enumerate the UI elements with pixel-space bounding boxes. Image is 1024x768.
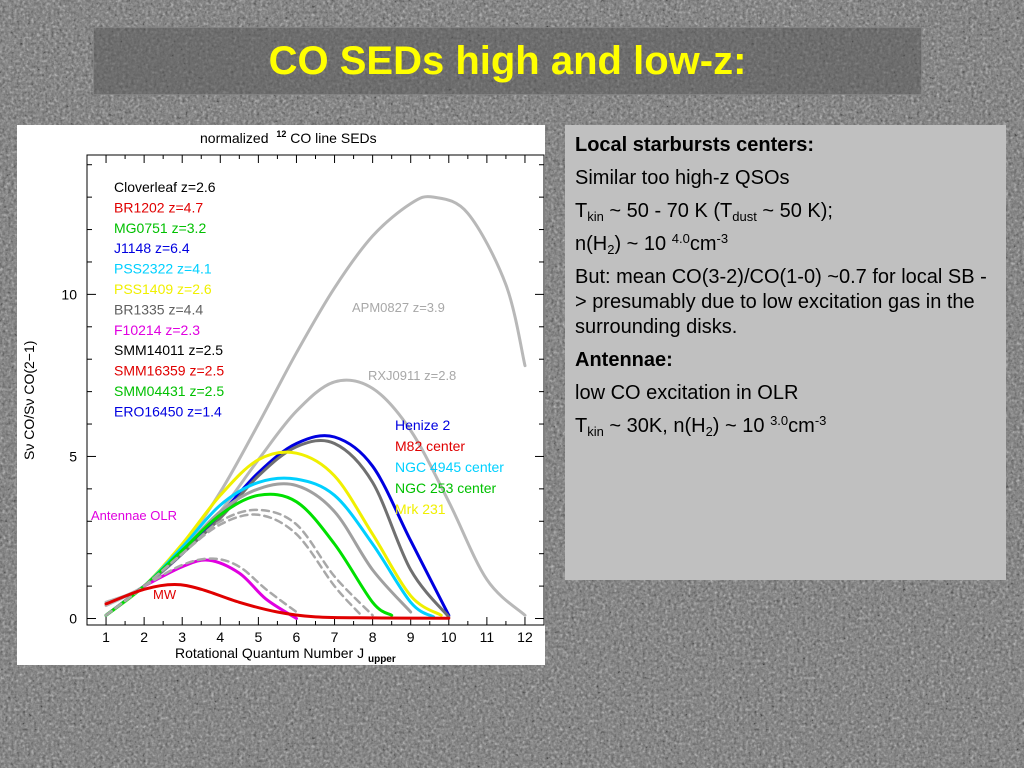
legend-entry: F10214 z=2.3 [114,322,200,338]
y-tick-label: 5 [69,448,77,464]
legend-entry-local: Henize 2 [395,417,450,433]
chart-title-main: normalized [200,130,268,146]
y-tick-label: 0 [69,611,77,627]
text-nh2-local: n(H2) ~ 10 4.0cm-3 [575,231,729,257]
series-line-0 [104,195,527,604]
x-tick-label: 1 [102,629,110,645]
notes-panel: Local starbursts centers: Similar too hi… [565,125,1006,580]
x-tick-label: 6 [293,629,301,645]
y-tick-label: 10 [61,286,77,302]
svg-text:normalized 12: normalized 12 CO line SEDs [200,125,377,146]
annotation-antennae-olr: Antennae OLR [91,508,177,523]
legend-entry: ERO16450 z=1.4 [114,403,222,419]
legend-entry: PSS2322 z=4.1 [114,261,212,277]
text-similar-qsos: Similar too high-z QSOs [575,167,790,189]
legend-entry-local: NGC 253 center [395,480,496,496]
text-tkin-antennae: Tkin ~ 30K, n(H2) ~ 10 3.0cm-3 [575,413,827,439]
legend-entry-local: M82 center [395,438,465,454]
chart-panel: normalized 12 CO line SEDs 1 2 3 4 5 6 7 8 9 10 11… [17,125,545,665]
legend-entry: J1148 z=6.4 [114,240,190,256]
text-low-excitation: low CO excitation in OLR [575,382,799,404]
legend-entry: Cloverleaf z=2.6 [114,179,216,195]
x-axis-label-sub: upper [368,654,396,665]
chart-title-sup: 12 [276,129,286,139]
series-line-6 [104,482,413,617]
x-tick-label: 4 [216,629,224,645]
annotation-mw: MW [153,587,177,602]
text-mean-co-ratio: But: mean CO(3-2)/CO(1-0) ~0.7 for local… [575,266,987,338]
series-line-11 [142,557,298,614]
x-tick-label: 12 [517,629,533,645]
legend-entry: SMM04431 z=2.5 [114,383,224,399]
legend-entry: BR1202 z=4.7 [114,199,203,215]
x-tick-label: 11 [480,629,495,645]
x-tick-label: 7 [331,629,339,645]
legend-entry: PSS1409 z=2.6 [114,281,212,297]
legend-entry: BR1335 z=4.4 [114,301,203,317]
heading-local-starbursts: Local starbursts centers: [575,134,814,156]
text-tkin-local: Tkin ~ 50 - 70 K (Tdust ~ 50 K); [575,200,833,224]
y-axis-label: Sν CO/Sν CO(2−1) [21,341,37,460]
heading-antennae: Antennae: [575,349,673,371]
legend-entry: SMM14011 z=2.5 [114,342,223,358]
annotation-apm0827: APM0827 z=3.9 [352,300,445,315]
x-tick-label: 5 [254,629,262,645]
x-tick-label: 9 [407,629,415,645]
legend-entry-local: NGC 4945 center [395,459,504,475]
title-box: CO SEDs high and low-z: [93,27,922,95]
series-line-12 [104,582,451,620]
x-axis-label-main: Rotational Quantum Number J [175,645,364,661]
legend-entry: SMM16359 z=2.5 [114,363,224,379]
series-line-10 [142,558,298,620]
slide-title: CO SEDs high and low-z: [268,38,747,83]
x-tick-label: 8 [369,629,377,645]
series-line-8 [104,508,374,617]
legend-entry: MG0751 z=3.2 [114,220,206,236]
chart-title: normalized 12 CO line SEDs [200,125,377,146]
chart-title-rest: CO line SEDs [290,130,376,146]
annotation-rxj0911: RXJ0911 z=2.8 [368,368,456,383]
x-tick-label: 2 [140,629,148,645]
x-tick-label: 3 [178,629,186,645]
co-sed-chart: normalized 12 CO line SEDs 1 2 3 4 5 6 7 8 9 10 11… [21,125,545,665]
x-tick-label: 10 [441,629,457,645]
legend-entry-local: Mrk 231 [395,501,446,517]
x-axis-label: Rotational Quantum Number J upper [175,645,396,665]
